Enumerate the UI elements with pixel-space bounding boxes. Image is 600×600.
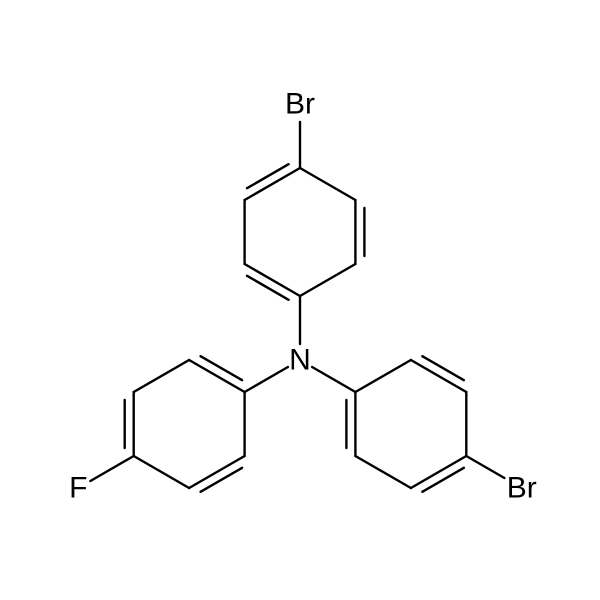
bond	[247, 164, 289, 188]
bond	[422, 468, 464, 492]
bond	[134, 456, 189, 488]
bond	[300, 168, 355, 200]
bond	[355, 456, 411, 488]
atom-label-br: Br	[285, 88, 315, 121]
bond	[90, 456, 133, 481]
bond	[201, 468, 243, 492]
bond	[201, 356, 243, 380]
bond	[312, 367, 355, 392]
bond	[247, 276, 289, 300]
molecule-diagram: N Br Br F	[0, 0, 600, 600]
bond	[245, 367, 288, 392]
bond	[466, 456, 504, 478]
atom-label-f: F	[69, 472, 87, 505]
bond	[355, 360, 411, 392]
bond	[134, 360, 189, 392]
bond	[300, 264, 355, 296]
atom-label-n: N	[289, 344, 311, 377]
atom-label-br: Br	[507, 472, 537, 505]
bond	[422, 356, 464, 380]
